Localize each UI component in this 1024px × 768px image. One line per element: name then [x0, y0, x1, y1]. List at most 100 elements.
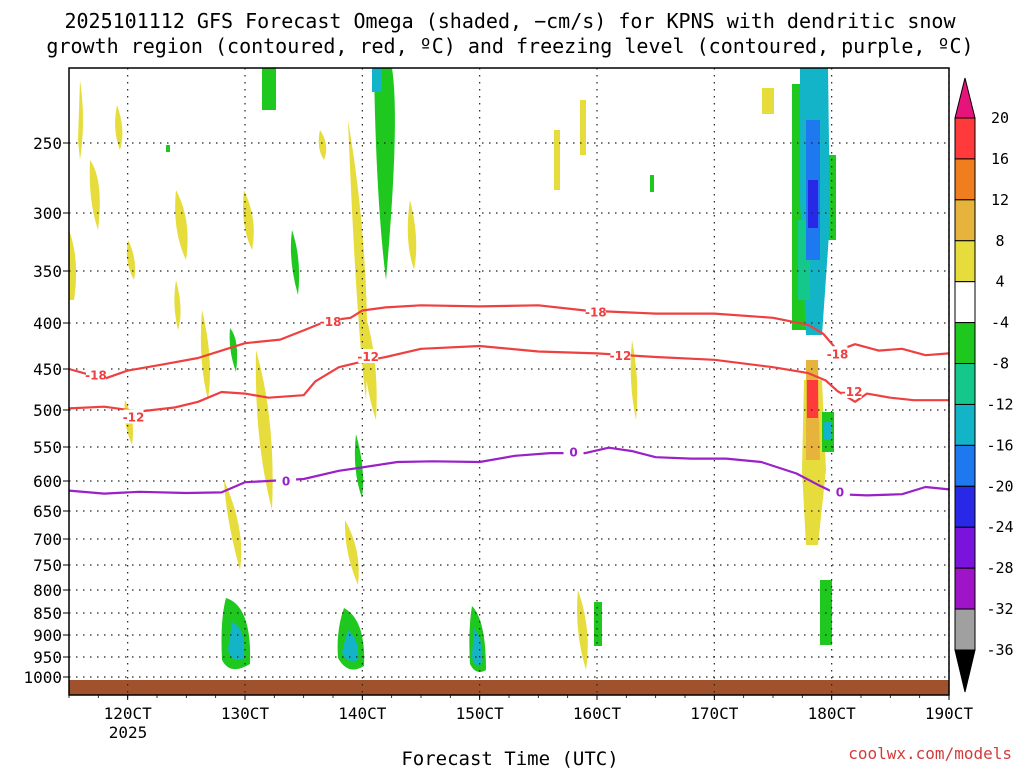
contour-label-bg — [358, 349, 379, 364]
omega-shade-teal — [228, 622, 245, 660]
colorbar-tick-label: 8 — [995, 232, 1004, 250]
contour-label-bg — [320, 313, 341, 328]
colorbar-tick-label: -28 — [986, 559, 1013, 577]
x-axis-year: 2025 — [109, 723, 148, 742]
omega-shade-yellow — [255, 350, 273, 510]
colorbar-band — [954, 240, 976, 283]
omega-shade-yellow — [69, 230, 77, 300]
colorbar-tick-label: -16 — [986, 436, 1013, 454]
contour-line — [68, 446, 950, 497]
omega-shade-yellow — [175, 190, 188, 260]
x-tick-label: 180CT — [808, 704, 857, 723]
contour-label: -18 — [320, 315, 342, 329]
colorbar-band — [954, 485, 976, 528]
colorbar-tick-label: -24 — [986, 518, 1013, 536]
x-tick-label: 170CT — [690, 704, 739, 723]
colorbar-band — [954, 608, 976, 651]
y-tick-label: 250 — [33, 134, 62, 153]
x-tick-label: 160CT — [573, 704, 622, 723]
y-axis-ticks: 250 300 350 400 450 500 550 600 650 700 750 800 850 9… — [23, 134, 69, 687]
y-tick-label: 900 — [33, 626, 62, 645]
omega-shade-yellow — [554, 130, 560, 190]
omega-shade-teal — [372, 68, 382, 92]
omega-shade-teal — [342, 630, 359, 661]
x-tick-label: 140CT — [338, 704, 387, 723]
contour-label-bg — [827, 346, 848, 361]
x-tick-label: 190CT — [925, 704, 974, 723]
contour-label: -12 — [610, 349, 632, 363]
colorbar-tick-label: -20 — [986, 477, 1013, 495]
omega-shade-green — [374, 68, 395, 280]
x-axis-ticks: 120CT 130CT 140CT 150CT 160CT 170CT 180CT 190CT — [68, 695, 974, 723]
y-tick-label: 1000 — [23, 668, 62, 687]
omega-shade-yellow — [344, 520, 359, 585]
y-tick-label: 650 — [33, 502, 62, 521]
contour-label: -12 — [841, 385, 863, 399]
contour-label-bg — [123, 409, 144, 424]
colorbar-tick-label: 20 — [991, 109, 1009, 127]
contour-label-bg — [841, 383, 862, 398]
title-line-1: 2025101112 GFS Forecast Omega (shaded, −… — [64, 9, 956, 33]
y-tick-label: 750 — [33, 556, 62, 575]
colorbar-band — [954, 199, 976, 242]
omega-shade-teal — [472, 628, 483, 665]
contour-label: -12 — [357, 350, 379, 364]
colorbar-band — [954, 403, 976, 446]
omega-shade-yellow — [762, 88, 774, 114]
colorbar-band — [954, 158, 976, 201]
omega-shade-yellow — [126, 240, 136, 280]
contour-label: -18 — [827, 347, 849, 361]
omega-shade-darkblue — [808, 180, 818, 228]
colorbar-band — [954, 363, 976, 405]
colorbar-tick-label: 16 — [991, 150, 1009, 168]
y-tick-label: 850 — [33, 604, 62, 623]
y-tick-label: 600 — [33, 472, 62, 491]
colorbar-band — [954, 526, 976, 569]
ground-band — [69, 680, 949, 695]
y-tick-label: 400 — [33, 314, 62, 333]
contour-label-bg — [563, 444, 584, 459]
colorbar-band — [954, 117, 976, 160]
contour-label: 0 — [282, 475, 290, 489]
omega-shade-yellow — [580, 100, 586, 155]
y-tick-label: 550 — [33, 438, 62, 457]
contour-lines: -18 -18 -18 -18 -12 -12 -12 -12 0 0 0 — [68, 304, 950, 499]
omega-shade-yellow — [243, 190, 254, 250]
colorbar-tick-label: -12 — [986, 395, 1013, 413]
colorbar-band — [954, 281, 976, 324]
omega-shade-yellow — [174, 280, 181, 330]
colorbar-tick-label: -8 — [991, 355, 1009, 373]
x-tick-label: 120CT — [104, 704, 153, 723]
x-tick-label: 130CT — [221, 704, 270, 723]
omega-shade-yellow — [630, 340, 638, 420]
x-tick-label: 150CT — [456, 704, 505, 723]
omega-shade-red — [807, 380, 818, 418]
colorbar-tick-label: -4 — [991, 314, 1009, 332]
omega-shade-yellow — [407, 200, 417, 270]
contour-label-bg — [610, 348, 631, 363]
omega-shade-yellow — [78, 80, 83, 160]
omega-shade-green — [290, 230, 300, 295]
omega-shade-green — [594, 602, 602, 646]
x-axis-title: Forecast Time (UTC) — [401, 748, 618, 768]
y-tick-label: 700 — [33, 530, 62, 549]
omega-shade-green — [650, 175, 654, 192]
omega-shade-green — [229, 328, 238, 372]
contour-label: 0 — [569, 445, 577, 459]
omega-shade-green — [166, 145, 170, 152]
colorbar-tick-label: -36 — [986, 641, 1013, 659]
colorbar-bottom-arrow — [954, 649, 976, 693]
omega-shade-yellow — [224, 480, 242, 570]
contour-label-bg — [85, 367, 106, 382]
credit-link[interactable]: coolwx.com/models — [848, 744, 1012, 763]
colorbar-tick-label: 12 — [991, 191, 1009, 209]
y-tick-label: 350 — [33, 262, 62, 281]
contour-label-bg — [276, 473, 297, 488]
omega-shade-teal — [824, 422, 832, 440]
title-line-2: growth region (contoured, red, ºC) and f… — [46, 34, 973, 58]
colorbar-top-arrow — [954, 77, 976, 119]
y-tick-label: 950 — [33, 648, 62, 667]
colorbar-tick-label: 4 — [995, 273, 1004, 291]
colorbar-band — [954, 567, 976, 610]
